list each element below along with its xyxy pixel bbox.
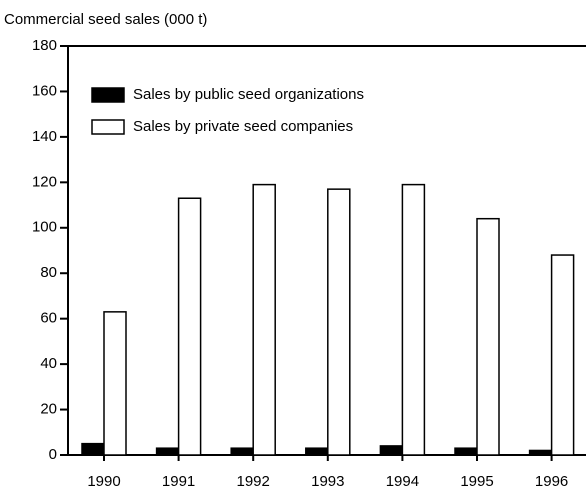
legend-swatch [91,119,125,135]
y-tick-label: 160 [32,82,57,99]
y-tick-label: 180 [32,37,57,54]
x-tick-label: 1995 [460,473,493,490]
bar [550,254,575,456]
legend-label: Sales by private seed companies [133,118,353,135]
bar [177,197,202,456]
bar [230,447,254,456]
y-tick-label: 20 [40,401,57,418]
bar [379,445,404,456]
bar [454,447,478,456]
legend-label: Sales by public seed organizations [133,86,364,103]
bar [305,447,329,456]
x-tick-label: 1994 [386,473,419,490]
x-tick-label: 1990 [87,473,120,490]
bar [401,183,426,456]
x-tick-label: 1996 [535,473,568,490]
bar [476,217,500,456]
bar [327,188,351,456]
y-tick-label: 40 [40,355,57,372]
y-axis-label: Commercial seed sales (000 t) [4,11,207,28]
bar [103,311,127,456]
legend-swatch [91,87,125,103]
bar [81,442,105,456]
y-tick-label: 60 [40,310,57,327]
bar [252,183,276,456]
x-tick-label: 1993 [311,473,344,490]
bar [528,449,553,456]
y-tick-label: 80 [40,264,57,281]
y-tick-label: 140 [32,128,57,145]
bar [155,447,180,456]
y-tick-label: 0 [49,446,57,463]
y-tick-label: 100 [32,219,57,236]
y-tick-label: 120 [32,173,57,190]
x-tick-label: 1991 [162,473,195,490]
x-tick-label: 1992 [237,473,270,490]
